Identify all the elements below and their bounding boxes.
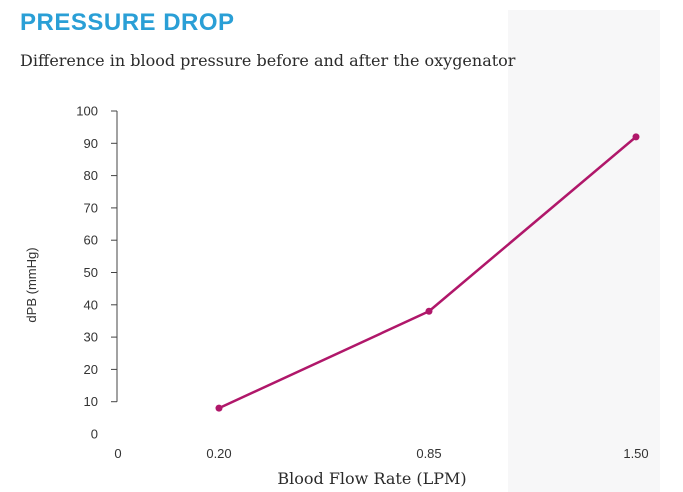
y-tick-label: 90 [84, 136, 98, 151]
chart-subtitle: Difference in blood pressure before and … [20, 51, 516, 70]
data-point [425, 307, 433, 315]
x-tick-label: 0.20 [206, 446, 231, 461]
y-tick-label: 100 [76, 104, 98, 119]
y-tick-label: 0 [91, 427, 98, 442]
x-axis: 0 0.20 0.85 1.50 [114, 446, 648, 461]
x-axis-title: Blood Flow Rate (LPM) [277, 469, 466, 488]
y-tick-label: 80 [84, 168, 98, 183]
y-axis: 0 10 20 30 40 50 60 70 80 90 100 [76, 104, 118, 442]
y-tick-label: 40 [84, 297, 98, 312]
x-tick-label: 1.50 [623, 446, 648, 461]
series-group [215, 133, 640, 412]
y-tick-label: 70 [84, 200, 98, 215]
series-line [218, 135, 637, 410]
side-panel-background [508, 10, 660, 492]
y-tick-label: 10 [84, 394, 98, 409]
x-tick-label: 0.85 [416, 446, 441, 461]
y-tick-label: 50 [84, 265, 98, 280]
y-tick-label: 20 [84, 362, 98, 377]
chart-title: PRESSURE DROP [20, 9, 235, 36]
y-tick-label: 30 [84, 330, 98, 345]
data-point [215, 404, 223, 412]
data-point [632, 133, 640, 141]
y-axis-title: dPB (mmHg) [24, 247, 39, 322]
y-tick-label: 60 [84, 233, 98, 248]
x-tick-label: 0 [114, 446, 121, 461]
